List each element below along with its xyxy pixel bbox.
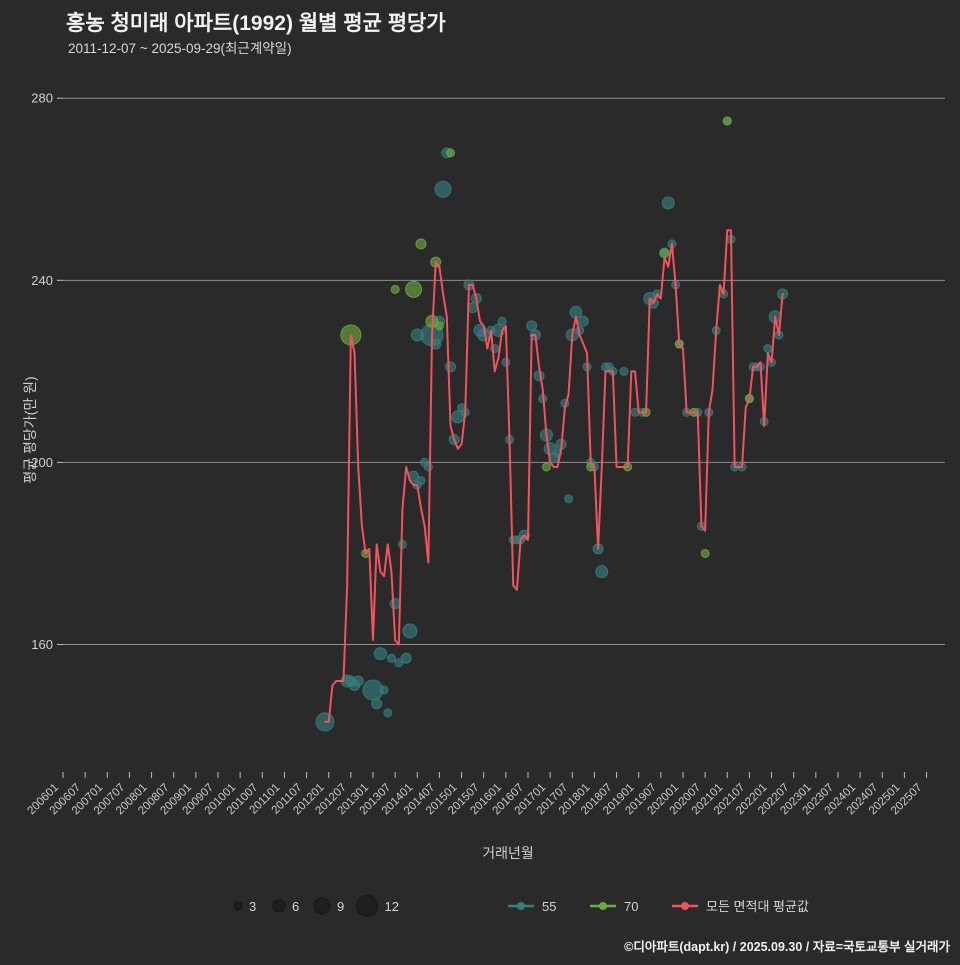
chart-subtitle: 2011-12-07 ~ 2025-09-29(최근계약일) [68, 41, 292, 56]
data-bubble-70 [660, 248, 670, 258]
page-title: 홍농 청미래 아파트(1992) 월별 평균 평당가 [66, 12, 446, 35]
legend-series-marker[interactable] [681, 902, 689, 910]
data-bubble-55 [564, 494, 574, 504]
legend-size-label: 6 [292, 899, 299, 914]
data-bubble-70 [445, 148, 455, 158]
data-bubble-55 [619, 366, 629, 376]
y-axis-ticks: 160 200 240 280 [31, 91, 63, 652]
data-bubble-55 [763, 344, 773, 354]
data-bubble-55 [416, 476, 426, 486]
legend-size-bubble [233, 901, 243, 911]
data-bubble-55 [371, 698, 383, 710]
y-tick-label: 200 [31, 455, 53, 470]
data-bubble-55 [577, 315, 589, 327]
legend-size-bubble [313, 897, 331, 915]
data-bubble-55 [497, 316, 507, 326]
data-bubble-55 [400, 652, 412, 664]
data-bubble-55 [434, 180, 452, 198]
legend-series-marker[interactable] [599, 902, 607, 910]
series-lines [324, 229, 784, 723]
data-bubble-55 [410, 328, 424, 342]
legend-size-bubble [356, 895, 378, 917]
data-bubble-55 [595, 565, 609, 579]
data-bubble-55 [394, 658, 404, 668]
series-line-average [324, 229, 784, 723]
data-bubble-55 [444, 361, 456, 373]
data-bubble-55 [389, 598, 401, 610]
data-bubble-55 [501, 357, 511, 367]
data-bubble-70 [405, 280, 423, 298]
data-bubble-70 [415, 238, 427, 250]
chart-legend: 3 6 9 12 55 70 모든 면적대 평균값 [233, 895, 809, 917]
data-bubble-55 [402, 623, 418, 639]
y-tick-label: 160 [31, 637, 53, 652]
y-tick-label: 240 [31, 273, 53, 288]
legend-series-label[interactable]: 55 [542, 899, 556, 914]
gridlines [63, 97, 945, 646]
x-axis-title: 거래년월 [482, 845, 534, 861]
data-bubble-55 [386, 653, 396, 663]
legend-size-label: 9 [337, 899, 344, 914]
legend-size-label: 12 [385, 899, 399, 914]
data-bubble-55 [352, 675, 364, 687]
footer-credit: ©디아파트(dapt.kr) / 2025.09.30 / 자료=국토교통부 실… [624, 939, 950, 954]
legend-series-label[interactable]: 모든 면적대 평균값 [706, 899, 809, 914]
legend-size-label: 3 [249, 899, 256, 914]
data-bubble-55 [423, 462, 433, 472]
data-bubble-55 [373, 647, 387, 661]
data-bubble-55 [661, 196, 675, 210]
legend-series-marker[interactable] [517, 902, 525, 910]
data-bubble-55 [383, 708, 393, 718]
data-bubble-55 [526, 320, 538, 332]
legend-series-label[interactable]: 70 [624, 899, 638, 914]
y-tick-label: 280 [31, 91, 53, 106]
data-bubble-70 [541, 462, 551, 472]
data-bubble-70 [722, 116, 732, 126]
data-bubble-70 [390, 284, 400, 294]
data-bubble-70 [434, 321, 444, 331]
legend-size-bubble [272, 899, 286, 913]
data-bubble-70 [700, 548, 710, 558]
data-bubble-55 [430, 338, 442, 350]
data-bubble-55 [379, 685, 389, 695]
y-axis-title: 평균 평당가(만 원) [22, 376, 38, 483]
